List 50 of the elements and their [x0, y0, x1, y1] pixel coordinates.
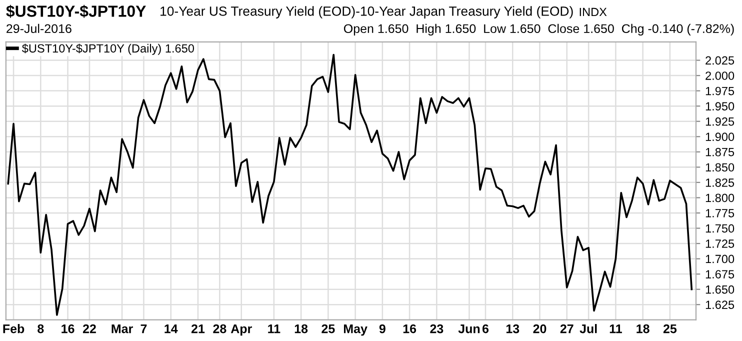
x-tick-label: 7 [140, 324, 147, 334]
x-tick-label: 22 [82, 324, 96, 334]
y-tick-label: 2.000 [706, 72, 734, 80]
x-tick-label: 6 [482, 324, 489, 334]
text: INDX [580, 8, 607, 16]
y-tick-label: 1.950 [706, 102, 734, 110]
y-tick-label: 1.850 [706, 163, 734, 172]
y-tick-label: 1.650 [706, 285, 734, 294]
y-tick-label: 1.625 [706, 300, 734, 309]
y-tick-label: 1.700 [706, 254, 734, 264]
x-tick-label: 21 [191, 324, 205, 334]
x-tick-label: 13 [506, 324, 520, 334]
x-tick-label: Feb [3, 324, 24, 334]
text: 29-Jul-2016 [6, 24, 72, 34]
x-tick-label: 11 [610, 324, 622, 334]
y-tick-label: 1.925 [706, 117, 734, 126]
x-tick-label: 18 [294, 324, 308, 334]
x-tick-label: 8 [38, 324, 44, 334]
y-tick-label: 1.675 [706, 270, 734, 278]
y-tick-label: 1.900 [706, 132, 734, 142]
y-tick-label: 1.725 [706, 240, 734, 248]
x-tick-label: 16 [403, 324, 416, 334]
x-tick-label: 28 [213, 324, 226, 334]
x-tick-label: 27 [560, 324, 574, 334]
y-tick-label: 1.775 [706, 209, 734, 218]
chart-subtitle: 10-Year US Treasury Yield (EOD)-10-Year Japan Treasury Yield (EOD) [160, 6, 573, 18]
x-tick-label: Jun [458, 324, 480, 334]
x-tick-label: Apr [230, 324, 252, 336]
chart-title: $UST10Y-$JPT10Y [6, 4, 146, 18]
x-tick-label: Mar [112, 324, 133, 334]
x-tick-label: 18 [636, 324, 650, 334]
x-tick-label: 9 [379, 324, 386, 334]
y-tick-label: 1.875 [706, 148, 734, 156]
x-tick-label: 14 [164, 324, 178, 334]
y-tick-label: 2.025 [706, 56, 734, 65]
x-tick-label: 11 [268, 324, 280, 334]
x-tick-label: 16 [62, 324, 74, 334]
legend-label: $UST10Y-$JPT10Y (Daily) 1.650 [22, 44, 194, 55]
text: Open 1.650 High 1.650 Low 1.650 Close 1.650 Chg -0.140 (-7.82%) [344, 24, 734, 36]
y-tick-label: 1.750 [706, 224, 734, 233]
line-series [7, 54, 693, 316]
x-tick-label: May [344, 324, 368, 336]
y-tick-label: 1.825 [706, 178, 734, 187]
y-tick-label: 1.800 [706, 194, 734, 202]
x-tick-label: 20 [533, 324, 546, 334]
x-tick-label: Jul [580, 324, 597, 334]
y-tick-label: 1.975 [706, 86, 734, 96]
x-tick-label: 25 [322, 324, 335, 334]
x-tick-label: 25 [663, 324, 677, 334]
x-tick-label: 23 [430, 324, 444, 334]
